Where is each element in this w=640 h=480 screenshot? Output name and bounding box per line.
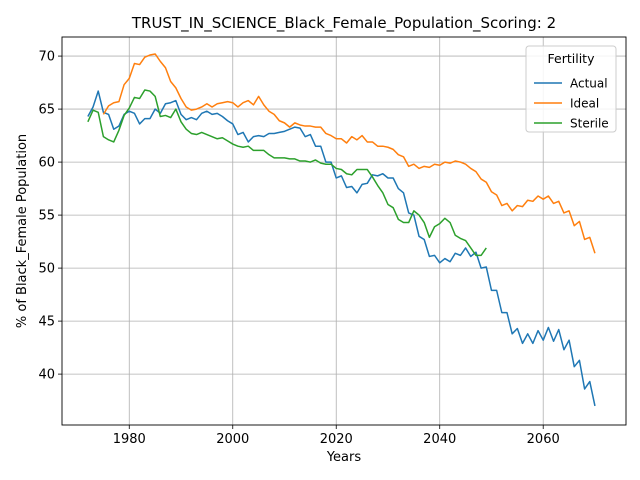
series-lines [87, 53, 596, 407]
y-axis-ticks: 40 45 50 55 60 65 70 [38, 50, 62, 383]
series-line-actual [87, 90, 596, 407]
legend-label-actual: Actual [570, 77, 608, 91]
x-axis-label: Years [326, 450, 362, 465]
y-tick-label: 55 [38, 209, 55, 224]
y-tick-label: 70 [38, 50, 55, 65]
legend-title: Fertility [548, 51, 596, 66]
legend-box [525, 45, 617, 133]
chart-title: TRUST_IN_SCIENCE_Black_Female_Population… [131, 14, 556, 33]
x-tick-label: 2060 [527, 432, 560, 447]
x-tick-label: 2040 [423, 432, 456, 447]
y-tick-label: 45 [38, 315, 55, 330]
series-line-sterile [87, 89, 487, 257]
legend: Fertility Actual Ideal Sterile [525, 45, 617, 133]
x-tick-label: 1980 [113, 432, 146, 447]
x-tick-label: 2000 [216, 432, 249, 447]
x-axis-ticks: 1980 2000 2020 2040 2060 [113, 425, 560, 447]
y-tick-label: 60 [38, 156, 55, 171]
y-tick-label: 40 [38, 368, 55, 383]
plot-frame [61, 36, 627, 426]
series-line-ideal [102, 53, 596, 254]
legend-label-ideal: Ideal [570, 97, 599, 111]
x-tick-label: 2020 [320, 432, 353, 447]
legend-label-sterile: Sterile [570, 117, 609, 131]
y-tick-label: 50 [38, 262, 55, 277]
y-axis-label: % of Black_Female Population [15, 134, 30, 328]
y-tick-label: 65 [38, 103, 55, 118]
